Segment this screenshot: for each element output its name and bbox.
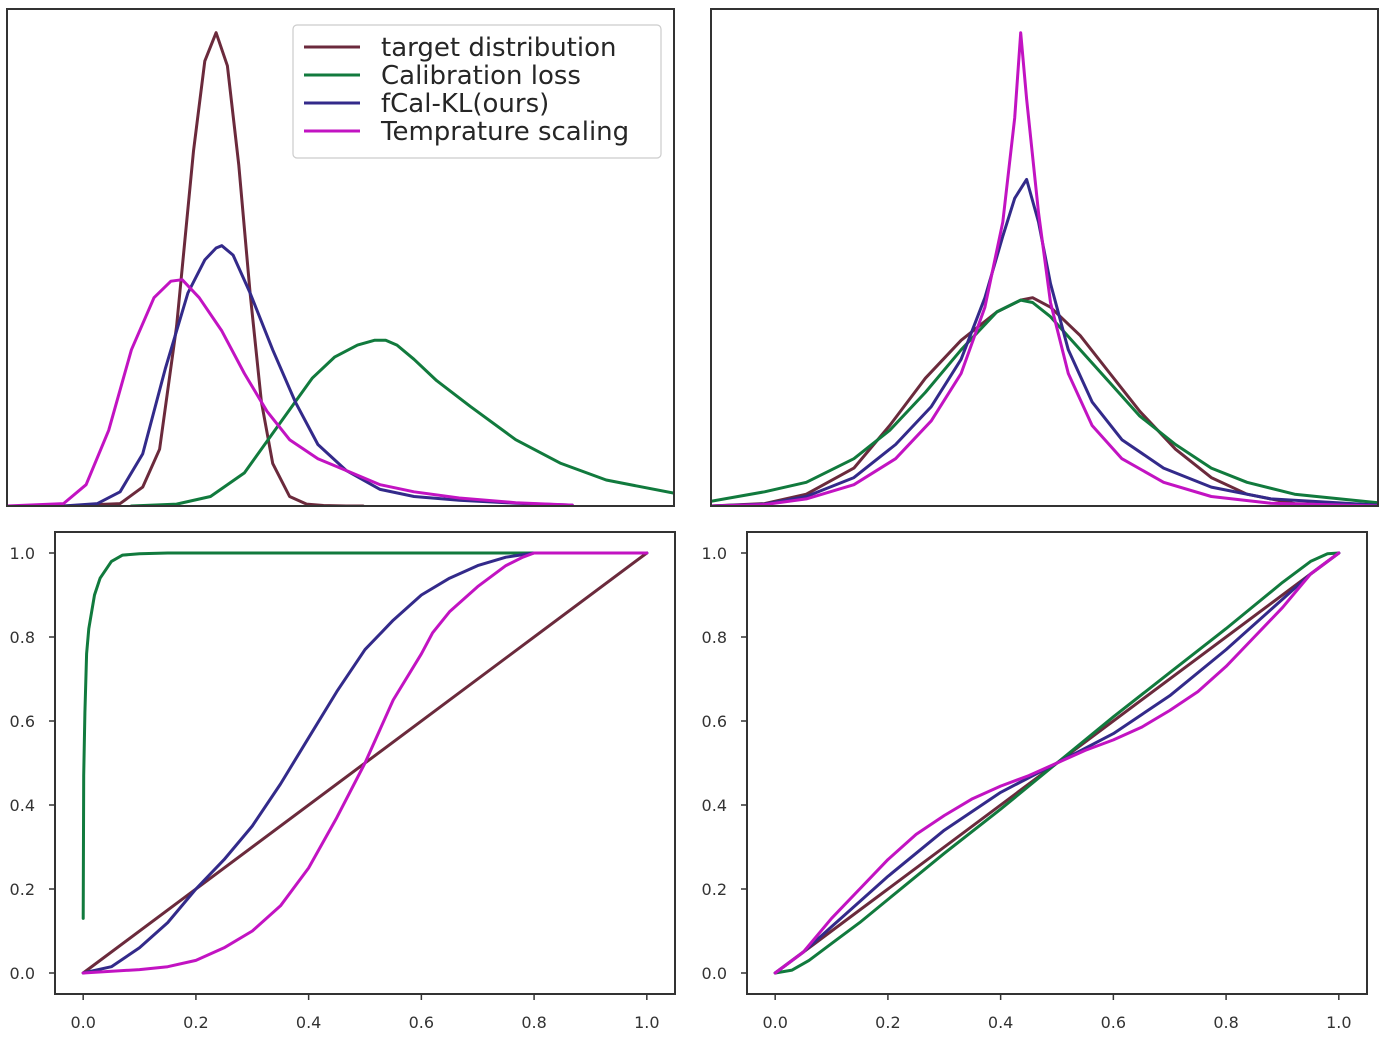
series-line-fcal-kl-ours — [81, 551, 649, 975]
plot-frame — [710, 8, 1379, 507]
series-line-target-distribution — [711, 296, 1378, 506]
y-tick-label: 0.6 — [702, 712, 727, 731]
y-tick-label: 0.4 — [702, 796, 727, 815]
series-line-temprature-scaling — [7, 278, 574, 506]
legend-label-fcal-kl-ours: fCal-KL(ours) — [381, 89, 549, 119]
series-line-calibration-loss — [711, 298, 1378, 505]
series-line-temprature-scaling — [773, 551, 1341, 975]
series-group — [81, 551, 649, 975]
series-line-fcal-kl-ours — [62, 244, 574, 506]
series-group — [773, 551, 1341, 975]
y-tick-label: 0.8 — [10, 628, 35, 647]
series-line-target-distribution — [62, 31, 365, 506]
x-tick-label: 1.0 — [634, 1013, 659, 1032]
y-tick-label: 1.0 — [702, 544, 727, 563]
x-tick-label: 0.0 — [70, 1013, 95, 1032]
y-tick-label: 0.8 — [702, 628, 727, 647]
y-tick-label: 1.0 — [10, 544, 35, 563]
y-tick-label: 0.0 — [702, 964, 727, 983]
y-tick-label: 0.4 — [10, 796, 35, 815]
plot-frame — [6, 8, 675, 507]
y-tick-label: 0.0 — [10, 964, 35, 983]
x-tick-label: 0.4 — [988, 1013, 1013, 1032]
x-tick-label: 0.0 — [762, 1013, 787, 1032]
series-group — [7, 31, 674, 506]
chart-panel-bottom-left: 0.0 0.2 0.4 0.6 0.8 1.0 0.0 0.2 0.4 0.6 0.8 1.0 — [10, 531, 676, 1032]
series-line-temprature-scaling — [711, 31, 1378, 506]
series-line-fcal-kl-ours — [711, 177, 1378, 506]
plot-frame — [746, 531, 1368, 995]
x-tick-label: 0.6 — [1101, 1013, 1126, 1032]
series-line-calibration-loss — [129, 338, 674, 506]
legend-label-temprature-scaling: Temprature scaling — [380, 117, 629, 147]
y-tick-label: 0.2 — [10, 880, 35, 899]
chart-panel-bottom-right: 0.0 0.2 0.4 0.6 0.8 1.0 0.0 0.2 0.4 0.6 0.8 1.0 — [702, 531, 1368, 1032]
x-tick-label: 1.0 — [1326, 1013, 1351, 1032]
x-tick-label: 0.8 — [521, 1013, 546, 1032]
legend-label-calibration-loss: Calibration loss — [381, 61, 581, 91]
x-tick-label: 0.4 — [296, 1013, 321, 1032]
x-tick-label: 0.8 — [1213, 1013, 1238, 1032]
legend-label-target-distribution: target distribution — [381, 33, 617, 63]
x-tick-label: 0.2 — [875, 1013, 900, 1032]
series-line-calibration-loss — [81, 551, 649, 920]
series-line-calibration-loss — [773, 551, 1341, 975]
legend-box — [292, 24, 662, 159]
x-tick-label: 0.2 — [183, 1013, 208, 1032]
plot-frame — [54, 531, 676, 995]
x-tick-label: 0.6 — [409, 1013, 434, 1032]
y-tick-label: 0.2 — [702, 880, 727, 899]
y-tick-label: 0.6 — [10, 712, 35, 731]
chart-panel-top-right — [710, 8, 1379, 507]
series-line-temprature-scaling — [81, 551, 649, 975]
series-group — [711, 31, 1378, 506]
